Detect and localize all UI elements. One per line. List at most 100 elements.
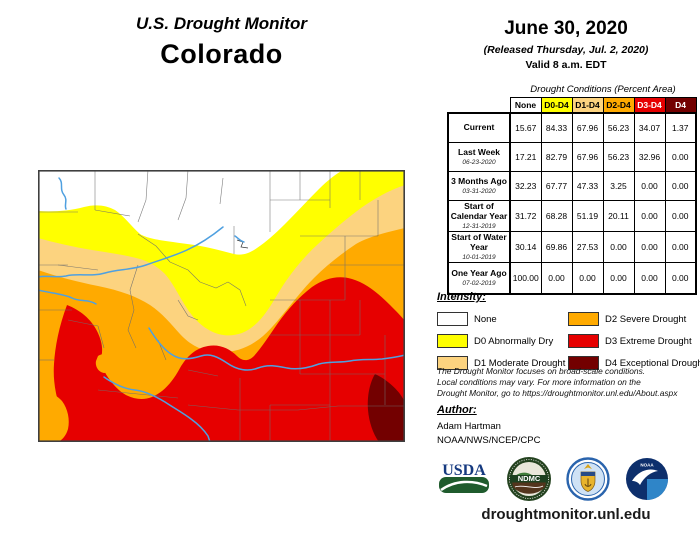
map-d2-valley-pocket — [95, 353, 114, 373]
rivers — [37, 177, 406, 443]
cell-value: 0.00 — [540, 262, 573, 295]
map-d3-layer — [48, 277, 405, 442]
river-nw — [58, 177, 67, 210]
row-date: 12-31-2019 — [462, 222, 496, 230]
disclaimer-line[interactable]: Drought Monitor, go to https://droughtmo… — [437, 388, 678, 398]
legend-swatch-none — [437, 312, 468, 326]
col-header-d4: D4 — [664, 97, 697, 114]
legend-label: D2 Severe Drought — [605, 313, 687, 325]
cell-value: 31.72 — [509, 200, 542, 232]
col-header-d1d4: D1-D4 — [571, 97, 604, 114]
cell-value: 0.00 — [664, 231, 697, 263]
cell-value: 67.96 — [571, 112, 604, 143]
date-block: June 30, 2020 (Released Thursday, Jul. 2… — [437, 18, 695, 71]
table-header-row: None D0-D4 D1-D4 D2-D4 D3-D4 D4 — [448, 97, 697, 114]
row-date: 06-23-2020 — [462, 158, 496, 166]
legend-label: None — [474, 313, 497, 325]
valid-time: Valid 8 a.m. EDT — [525, 59, 607, 71]
table-row: One Year Ago 07-02-2019 100.00 0.00 0.00 … — [447, 262, 697, 295]
col-header-d2d4: D2-D4 — [602, 97, 635, 114]
row-label: Start of Calendar Year — [450, 201, 508, 221]
legend-item-d4: D4 Exceptional Drought — [568, 352, 700, 374]
table-header-blank — [448, 97, 510, 113]
table-row: Last Week 06-23-2020 17.21 82.79 67.96 56… — [447, 142, 697, 172]
cell-value: 17.21 — [509, 142, 542, 172]
colorado-drought-map — [37, 169, 406, 443]
cell-value: 30.14 — [509, 231, 542, 263]
map-d4-region — [367, 374, 405, 442]
legend-swatch-d3 — [568, 334, 599, 348]
footer-url[interactable]: droughtmonitor.unl.edu — [481, 506, 651, 523]
cell-value: 56.23 — [602, 142, 635, 172]
legend-label: D0 Abnormally Dry — [474, 335, 554, 347]
row-date: 10-01-2019 — [462, 253, 496, 261]
legend-swatch-d2 — [568, 312, 599, 326]
river-riogrande — [103, 376, 211, 443]
row-label: 3 Months Ago — [451, 175, 507, 186]
river-denver — [234, 235, 245, 243]
table-row: 3 Months Ago 03-31-2020 32.23 67.77 47.33… — [447, 171, 697, 201]
title-block: U.S. Drought Monitor Colorado — [38, 14, 405, 70]
cell-value: 47.33 — [571, 171, 604, 201]
legend-label: D3 Extreme Drought — [605, 335, 692, 347]
col-header-none: None — [509, 97, 542, 114]
legend-item-d2: D2 Severe Drought — [568, 308, 699, 330]
author-name: Adam Hartman — [437, 421, 501, 432]
cell-value: 68.28 — [540, 200, 573, 232]
cell-value: 84.33 — [540, 112, 573, 143]
cell-value: 0.00 — [633, 231, 666, 263]
drought-conditions-table: None D0-D4 D1-D4 D2-D4 D3-D4 D4 Current … — [447, 97, 697, 295]
usda-logo-text: USDA — [442, 462, 486, 479]
cell-value: 0.00 — [664, 142, 697, 172]
agency-logos: USDA NDMC NOAA — [437, 456, 669, 502]
commerce-seal-logo — [566, 457, 611, 501]
author-heading: Author: — [437, 404, 477, 416]
author-org: NOAA/NWS/NCEP/CPC — [437, 435, 541, 446]
cell-value: 67.96 — [571, 142, 604, 172]
noaa-logo: NOAA — [625, 458, 668, 500]
map-d2-sw-pocket — [38, 392, 69, 442]
row-date: 07-02-2019 — [462, 279, 496, 287]
county-boundaries — [38, 169, 405, 442]
legend-swatch-d4 — [568, 356, 599, 370]
cell-value: 51.19 — [571, 200, 604, 232]
cell-value: 1.37 — [664, 112, 697, 143]
cell-value: 100.00 — [509, 262, 542, 295]
cell-value: 32.96 — [633, 142, 666, 172]
row-label: Last Week — [458, 146, 500, 157]
cell-value: 20.11 — [602, 200, 635, 232]
map-date: June 30, 2020 — [504, 18, 628, 39]
legend-item-d3: D3 Extreme Drought — [568, 330, 699, 352]
legend-swatch-d0 — [437, 334, 468, 348]
author-block: Author: Adam Hartman NOAA/NWS/NCEP/CPC — [437, 404, 677, 448]
legend-item-d1: D1 Moderate Drought — [437, 352, 568, 374]
table-row: Start of Water Year 10-01-2019 30.14 69.8… — [447, 231, 697, 263]
row-date: 03-31-2020 — [462, 187, 496, 195]
cell-value: 27.53 — [571, 231, 604, 263]
legend-heading: Intensity: — [437, 291, 486, 303]
legend-item-none: None — [437, 308, 568, 330]
row-label: Start of Water Year — [451, 232, 507, 252]
legend-swatch-d1 — [437, 356, 468, 370]
cell-value: 0.00 — [633, 171, 666, 201]
legend-label: D4 Exceptional Drought — [605, 357, 700, 369]
cell-value: 0.00 — [633, 262, 666, 295]
cell-value: 34.07 — [633, 112, 666, 143]
cell-value: 0.00 — [602, 262, 635, 295]
disclaimer-line: The Drought Monitor focuses on broad-sca… — [437, 366, 646, 376]
cell-value: 67.77 — [540, 171, 573, 201]
state-border — [38, 170, 405, 442]
state-title: Colorado — [160, 39, 283, 69]
denver-boundary-jag — [236, 239, 249, 249]
cell-value: 82.79 — [540, 142, 573, 172]
river-colorado — [37, 226, 224, 278]
river-arkansas — [148, 327, 406, 371]
disclaimer-text: The Drought Monitor focuses on broad-sca… — [437, 366, 699, 399]
report-title: U.S. Drought Monitor — [136, 14, 307, 33]
cell-value: 15.67 — [509, 112, 542, 143]
cell-value: 69.86 — [540, 231, 573, 263]
row-label: Current — [463, 121, 495, 132]
river-gunnison — [37, 289, 97, 305]
cell-value: 0.00 — [664, 262, 697, 295]
